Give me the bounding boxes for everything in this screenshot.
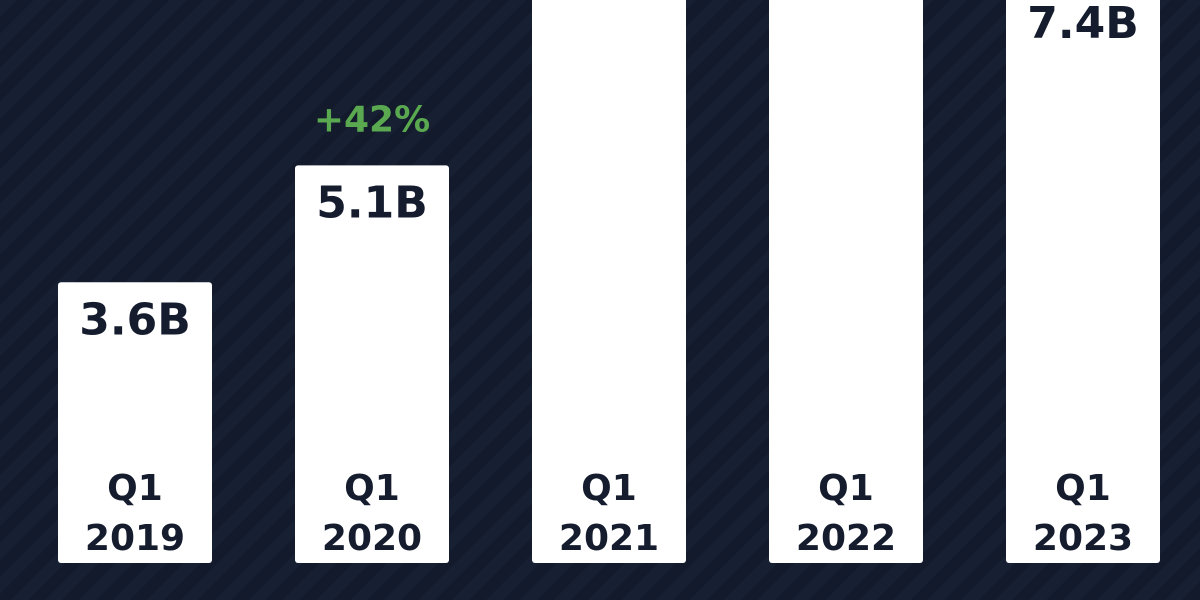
value-label: 5.1B: [316, 177, 427, 228]
x-tick-label: Q1 2022: [796, 468, 896, 559]
annotation: +42%: [314, 99, 430, 140]
value-label: 7.4B: [1027, 0, 1138, 49]
x-tick-label: Q1 2023: [1033, 468, 1133, 559]
bar: [295, 165, 449, 563]
bar: [769, 0, 923, 563]
bar: [532, 0, 686, 563]
bar: [1006, 0, 1160, 563]
x-tick-label: Q1 2021: [559, 468, 659, 559]
value-label: 3.6B: [79, 294, 190, 345]
bar: [58, 282, 212, 563]
x-tick-label: Q1 2020: [322, 468, 422, 559]
x-tick-label: Q1 2019: [85, 468, 185, 559]
